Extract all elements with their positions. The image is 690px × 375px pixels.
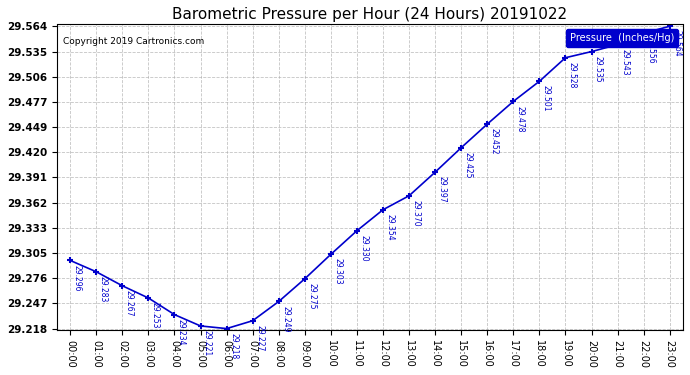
Text: 29.543: 29.543 (620, 49, 629, 75)
Legend: Pressure  (Inches/Hg): Pressure (Inches/Hg) (566, 29, 678, 47)
Text: 29.452: 29.452 (490, 128, 499, 155)
Pressure  (Inches/Hg) (405, 194, 413, 198)
Pressure  (Inches/Hg) (509, 99, 518, 104)
Text: 29.425: 29.425 (464, 152, 473, 178)
Pressure  (Inches/Hg) (587, 50, 595, 54)
Text: 29.397: 29.397 (437, 176, 446, 203)
Line: Pressure  (Inches/Hg): Pressure (Inches/Hg) (67, 23, 673, 332)
Pressure  (Inches/Hg) (379, 207, 387, 212)
Text: 29.556: 29.556 (646, 38, 655, 64)
Text: 29.501: 29.501 (542, 86, 551, 112)
Text: 29.528: 29.528 (568, 62, 577, 88)
Text: 29.249: 29.249 (281, 306, 290, 332)
Pressure  (Inches/Hg) (92, 270, 101, 274)
Text: 29.564: 29.564 (672, 30, 681, 57)
Text: 29.296: 29.296 (72, 265, 81, 291)
Pressure  (Inches/Hg) (535, 79, 544, 84)
Text: 29.221: 29.221 (203, 330, 212, 356)
Text: 29.218: 29.218 (229, 333, 238, 359)
Pressure  (Inches/Hg) (353, 228, 361, 233)
Pressure  (Inches/Hg) (666, 24, 674, 28)
Pressure  (Inches/Hg) (144, 296, 152, 300)
Pressure  (Inches/Hg) (483, 122, 491, 126)
Text: 29.267: 29.267 (125, 290, 134, 316)
Text: 29.535: 29.535 (594, 56, 603, 82)
Text: 29.253: 29.253 (151, 302, 160, 328)
Pressure  (Inches/Hg) (197, 324, 205, 328)
Text: 29.330: 29.330 (359, 235, 368, 261)
Pressure  (Inches/Hg) (431, 170, 440, 174)
Pressure  (Inches/Hg) (613, 42, 622, 47)
Pressure  (Inches/Hg) (275, 299, 283, 304)
Pressure  (Inches/Hg) (301, 276, 309, 281)
Text: Copyright 2019 Cartronics.com: Copyright 2019 Cartronics.com (63, 37, 205, 46)
Pressure  (Inches/Hg) (66, 258, 75, 262)
Text: 29.370: 29.370 (411, 200, 420, 226)
Text: 29.303: 29.303 (333, 258, 342, 285)
Pressure  (Inches/Hg) (640, 31, 648, 36)
Text: 29.478: 29.478 (515, 105, 525, 132)
Title: Barometric Pressure per Hour (24 Hours) 20191022: Barometric Pressure per Hour (24 Hours) … (172, 7, 567, 22)
Pressure  (Inches/Hg) (561, 56, 569, 60)
Text: 29.283: 29.283 (99, 276, 108, 302)
Pressure  (Inches/Hg) (118, 284, 126, 288)
Pressure  (Inches/Hg) (327, 252, 335, 257)
Text: 29.275: 29.275 (307, 283, 316, 309)
Text: 29.354: 29.354 (386, 214, 395, 240)
Pressure  (Inches/Hg) (457, 146, 465, 150)
Pressure  (Inches/Hg) (222, 326, 230, 331)
Text: 29.234: 29.234 (177, 319, 186, 345)
Pressure  (Inches/Hg) (170, 312, 179, 317)
Text: 29.227: 29.227 (255, 325, 264, 351)
Pressure  (Inches/Hg) (248, 318, 257, 323)
